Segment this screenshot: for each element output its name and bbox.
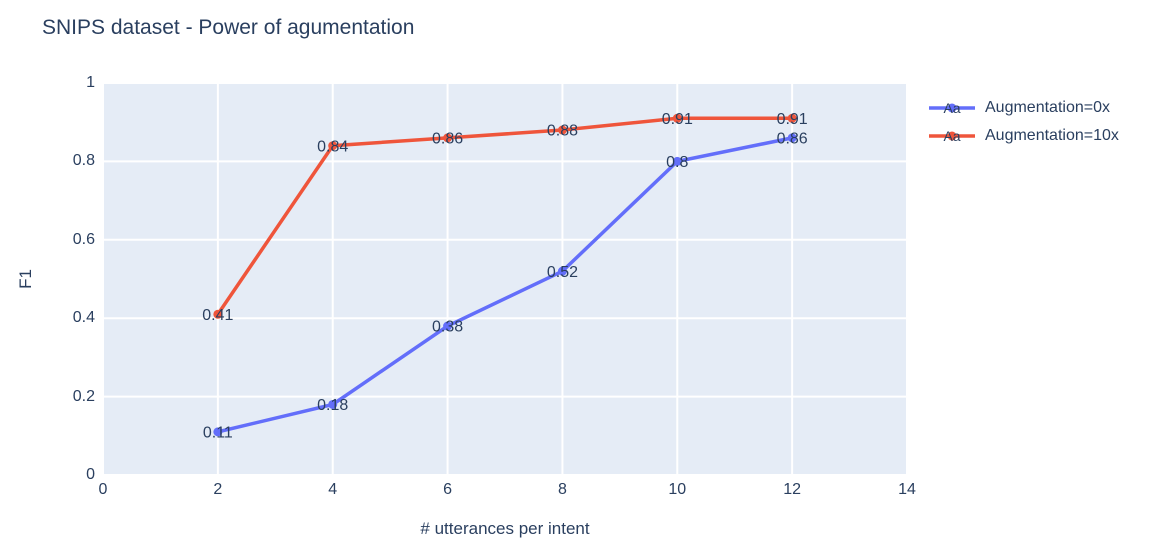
chart-title: SNIPS dataset - Power of agumentation: [42, 16, 415, 39]
data-point-marker[interactable]: [672, 113, 682, 123]
data-point-marker[interactable]: [557, 266, 567, 276]
data-point-marker[interactable]: [213, 427, 223, 437]
data-point-label: 0.88: [547, 123, 578, 140]
data-point-marker[interactable]: [787, 133, 797, 143]
legend-item-augmentation-0x[interactable]: Aa Augmentation=0x: [926, 94, 1119, 122]
x-tick-label: 8: [557, 481, 567, 498]
data-point-label: 0.91: [662, 111, 693, 128]
plot-canvas: 0.11 0.18 0.38 0.52 0.8 0.86 0.41 0.84 0.86 0.88 0…: [103, 83, 907, 475]
data-point-label: 0.84: [317, 138, 348, 155]
y-axis-title: F1: [16, 269, 35, 289]
x-axis-title: # utterances per intent: [420, 519, 590, 538]
data-point-label: 0.52: [547, 264, 578, 281]
data-point-label: 0.8: [666, 154, 688, 171]
y-tick-label: 0.4: [72, 309, 95, 327]
legend-text-symbol: Aa: [943, 100, 960, 116]
data-point-label: 0.86: [777, 130, 808, 147]
plot-area[interactable]: 0.11 0.18 0.38 0.52 0.8 0.86 0.41 0.84 0.86 0.88 0…: [103, 83, 907, 475]
data-point-marker[interactable]: [787, 113, 797, 123]
legend-text-symbol: Aa: [943, 128, 960, 144]
x-tick-label: 0: [98, 481, 108, 498]
legend-swatch: Aa: [929, 100, 975, 116]
legend-swatch: Aa: [929, 128, 975, 144]
data-point-marker[interactable]: [443, 321, 453, 331]
data-point-label: 0.18: [317, 397, 348, 414]
series-line: [216, 116, 793, 316]
series-line: [217, 136, 793, 434]
y-tick-label: 1: [86, 74, 95, 91]
y-tick-label: 0.6: [72, 230, 95, 248]
x-tick-label: 14: [898, 481, 916, 498]
data-point-label: 0.86: [432, 130, 463, 147]
data-point-marker[interactable]: [213, 309, 223, 319]
legend-label: Augmentation=0x: [985, 99, 1110, 116]
data-point-label: 0.11: [203, 424, 233, 441]
y-tick-label: 0.8: [72, 152, 95, 170]
data-point-marker[interactable]: [443, 133, 453, 143]
legend: Aa Augmentation=0x Aa Augmentation=10x: [926, 94, 1119, 150]
x-tick-label: 10: [668, 481, 687, 498]
data-point-marker[interactable]: [328, 141, 338, 151]
x-tick-label: 6: [443, 481, 453, 498]
legend-label: Augmentation=10x: [985, 127, 1119, 144]
x-tick-label: 2: [213, 481, 223, 498]
data-point-label: 0.41: [202, 307, 233, 324]
data-point-marker[interactable]: [672, 156, 682, 166]
y-tick-label: 0.2: [72, 387, 95, 405]
y-tick-label: 0: [86, 466, 95, 483]
data-point-label: 0.91: [777, 111, 808, 128]
data-point-label: 0.38: [432, 319, 463, 336]
data-point-marker[interactable]: [557, 125, 567, 135]
x-tick-label: 12: [783, 481, 802, 498]
legend-item-augmentation-10x[interactable]: Aa Augmentation=10x: [926, 122, 1119, 150]
data-point-marker[interactable]: [328, 399, 338, 409]
legend-marker-icon: [947, 103, 957, 113]
legend-marker-icon: [947, 131, 957, 141]
x-tick-label: 4: [328, 481, 338, 498]
